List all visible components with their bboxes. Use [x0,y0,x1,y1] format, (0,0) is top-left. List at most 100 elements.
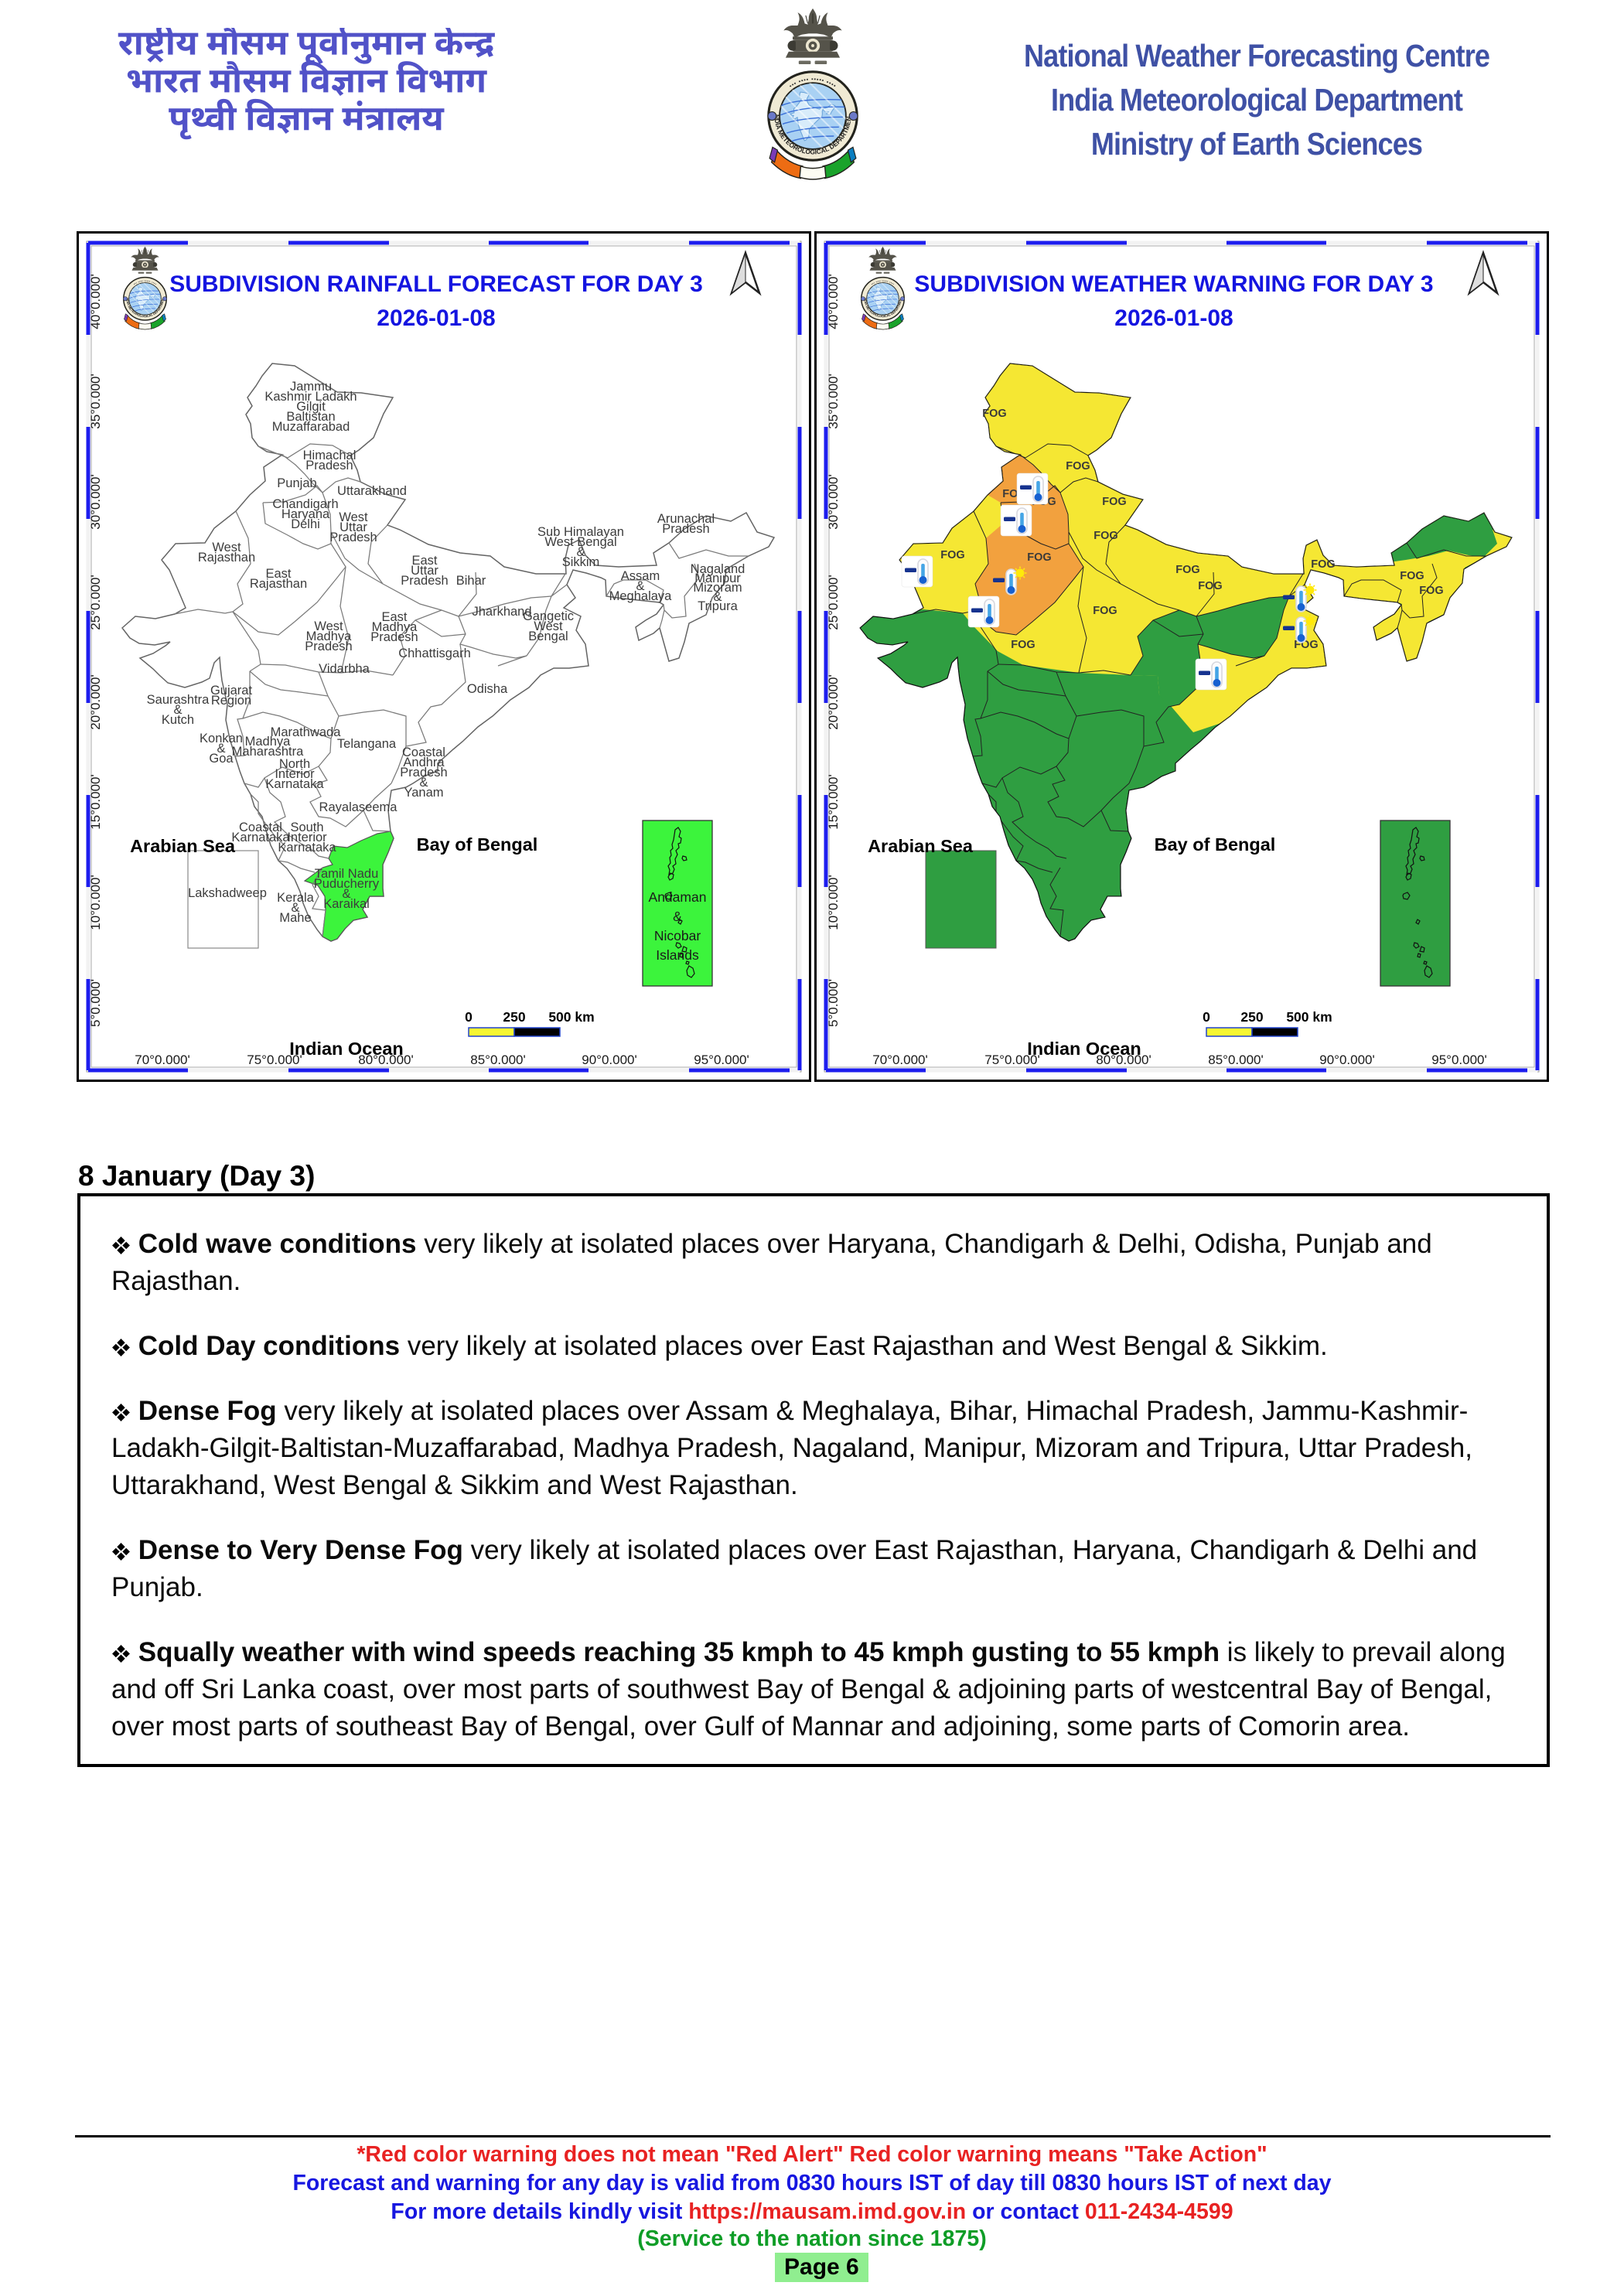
svg-text:Haryana: Haryana [281,507,330,521]
svg-text:2026-01-08: 2026-01-08 [377,305,495,331]
svg-text:95°0.000': 95°0.000' [1431,1052,1487,1067]
svg-text:East: East [381,610,407,624]
svg-text:Gujarat: Gujarat [210,684,253,698]
svg-text:Mizoram: Mizoram [693,581,742,595]
svg-text:Himachal: Himachal [303,449,357,462]
svg-text:Uttarakhand: Uttarakhand [337,484,407,498]
svg-text:Muzaffarabad: Muzaffarabad [272,420,350,434]
svg-text:5°0.000': 5°0.000' [88,979,103,1027]
svg-text:South: South [290,820,323,834]
svg-text:75°0.000': 75°0.000' [247,1052,302,1067]
svg-text:Pradesh: Pradesh [305,640,352,653]
svg-text:250: 250 [503,1009,525,1025]
svg-text:Jammu: Jammu [290,380,332,394]
svg-text:Odisha: Odisha [467,682,508,696]
svg-text:85°0.000': 85°0.000' [1208,1052,1264,1067]
svg-text:SUBDIVISION WEATHER WARNING FO: SUBDIVISION WEATHER WARNING FOR DAY 3 [914,271,1433,297]
svg-text:East: East [411,554,437,568]
svg-text:FOG: FOG [982,408,1006,420]
svg-text:Nagaland: Nagaland [691,562,745,576]
svg-text:FOG: FOG [1198,580,1222,592]
svg-text:&: & [217,742,225,756]
svg-text:&: & [419,776,428,790]
svg-text:40°0.000': 40°0.000' [88,274,103,329]
svg-text:Karaikal: Karaikal [323,897,370,911]
svg-text:North: North [279,757,310,771]
svg-text:Gilgit: Gilgit [296,400,326,414]
svg-text:Uttar: Uttar [339,520,367,534]
svg-text:Rajasthan: Rajasthan [250,577,307,591]
svg-text:&: & [342,887,350,901]
svg-text:Marathwada: Marathwada [271,725,342,739]
svg-text:Delhi: Delhi [291,517,320,531]
svg-text:FOG: FOG [1066,460,1090,473]
svg-text:90°0.000': 90°0.000' [582,1052,637,1067]
svg-text:0: 0 [465,1009,473,1025]
svg-text:Pradesh: Pradesh [329,531,377,544]
svg-text:FOG: FOG [1027,551,1051,564]
svg-text:Pradesh: Pradesh [400,766,447,780]
svg-text:FOG: FOG [1175,564,1199,576]
svg-text:Baltistan: Baltistan [286,410,335,424]
svg-text:Jharkhand: Jharkhand [472,605,531,619]
svg-text:5°0.000': 5°0.000' [826,979,841,1027]
svg-text:Puducherry: Puducherry [314,877,380,891]
svg-text:Saurashtra: Saurashtra [147,693,210,707]
svg-text:70°0.000': 70°0.000' [872,1052,928,1067]
svg-text:500 km: 500 km [548,1009,594,1025]
svg-text:0: 0 [1203,1009,1210,1025]
svg-text:Madhya: Madhya [372,620,418,634]
svg-text:FOG: FOG [1400,570,1424,582]
svg-text:West: West [212,541,241,554]
svg-text:80°0.000': 80°0.000' [1096,1052,1151,1067]
svg-text:&: & [291,901,299,915]
svg-text:Madhya: Madhya [306,629,353,643]
svg-text:Gangetic: Gangetic [523,609,574,623]
svg-text:Meghalaya: Meghalaya [609,589,673,603]
svg-text:Pradesh: Pradesh [370,630,418,644]
svg-text:Andaman: Andaman [649,889,707,905]
svg-text:West: West [534,619,563,633]
svg-text:Islands: Islands [656,947,699,963]
svg-text:Punjab: Punjab [277,476,316,490]
svg-text:Tripura: Tripura [698,599,738,613]
svg-text:Karnataka: Karnataka [231,831,290,844]
svg-text:Kutch: Kutch [162,713,194,727]
svg-text:10°0.000': 10°0.000' [826,875,841,930]
svg-text:90°0.000': 90°0.000' [1319,1052,1375,1067]
svg-text:30°0.000': 30°0.000' [88,474,103,530]
svg-text:30°0.000': 30°0.000' [826,474,841,530]
svg-text:20°0.000': 20°0.000' [88,674,103,730]
svg-text:Karnataka: Karnataka [278,841,336,855]
svg-text:East: East [265,567,291,581]
svg-text:West: West [314,619,343,633]
svg-text:Bay of Bengal: Bay of Bengal [1155,834,1276,855]
svg-text:Sikkim: Sikkim [562,555,600,569]
svg-text:35°0.000': 35°0.000' [826,374,841,429]
svg-text:&: & [713,590,722,604]
svg-text:Goa: Goa [209,752,234,766]
svg-text:40°0.000': 40°0.000' [826,274,841,329]
svg-text:Lakshadweep: Lakshadweep [188,886,267,900]
svg-text:West: West [339,510,368,524]
svg-text:&: & [173,703,182,717]
svg-text:Andhra: Andhra [403,756,445,769]
svg-text:FOG: FOG [1102,496,1126,508]
svg-text:FOG: FOG [1093,605,1117,617]
svg-text:Region: Region [211,694,251,708]
svg-text:Chhattisgarh: Chhattisgarh [398,646,471,660]
svg-text:Kerala: Kerala [277,891,315,905]
svg-text:Uttar: Uttar [411,564,438,578]
svg-text:Tamil Nadu: Tamil Nadu [315,867,379,881]
svg-text:Interior: Interior [287,831,327,844]
svg-text:Arunachal: Arunachal [657,512,715,526]
svg-text:35°0.000': 35°0.000' [88,374,103,429]
svg-text:Rayalaseema: Rayalaseema [319,800,398,814]
svg-text:Sub Himalayan: Sub Himalayan [537,525,624,539]
svg-text:500 km: 500 km [1286,1009,1332,1025]
svg-text:&: & [673,909,682,924]
svg-text:Chandigarh: Chandigarh [272,497,338,511]
svg-text:&: & [636,579,644,593]
svg-text:250: 250 [1240,1009,1263,1025]
svg-text:Maharashtra: Maharashtra [232,745,304,759]
